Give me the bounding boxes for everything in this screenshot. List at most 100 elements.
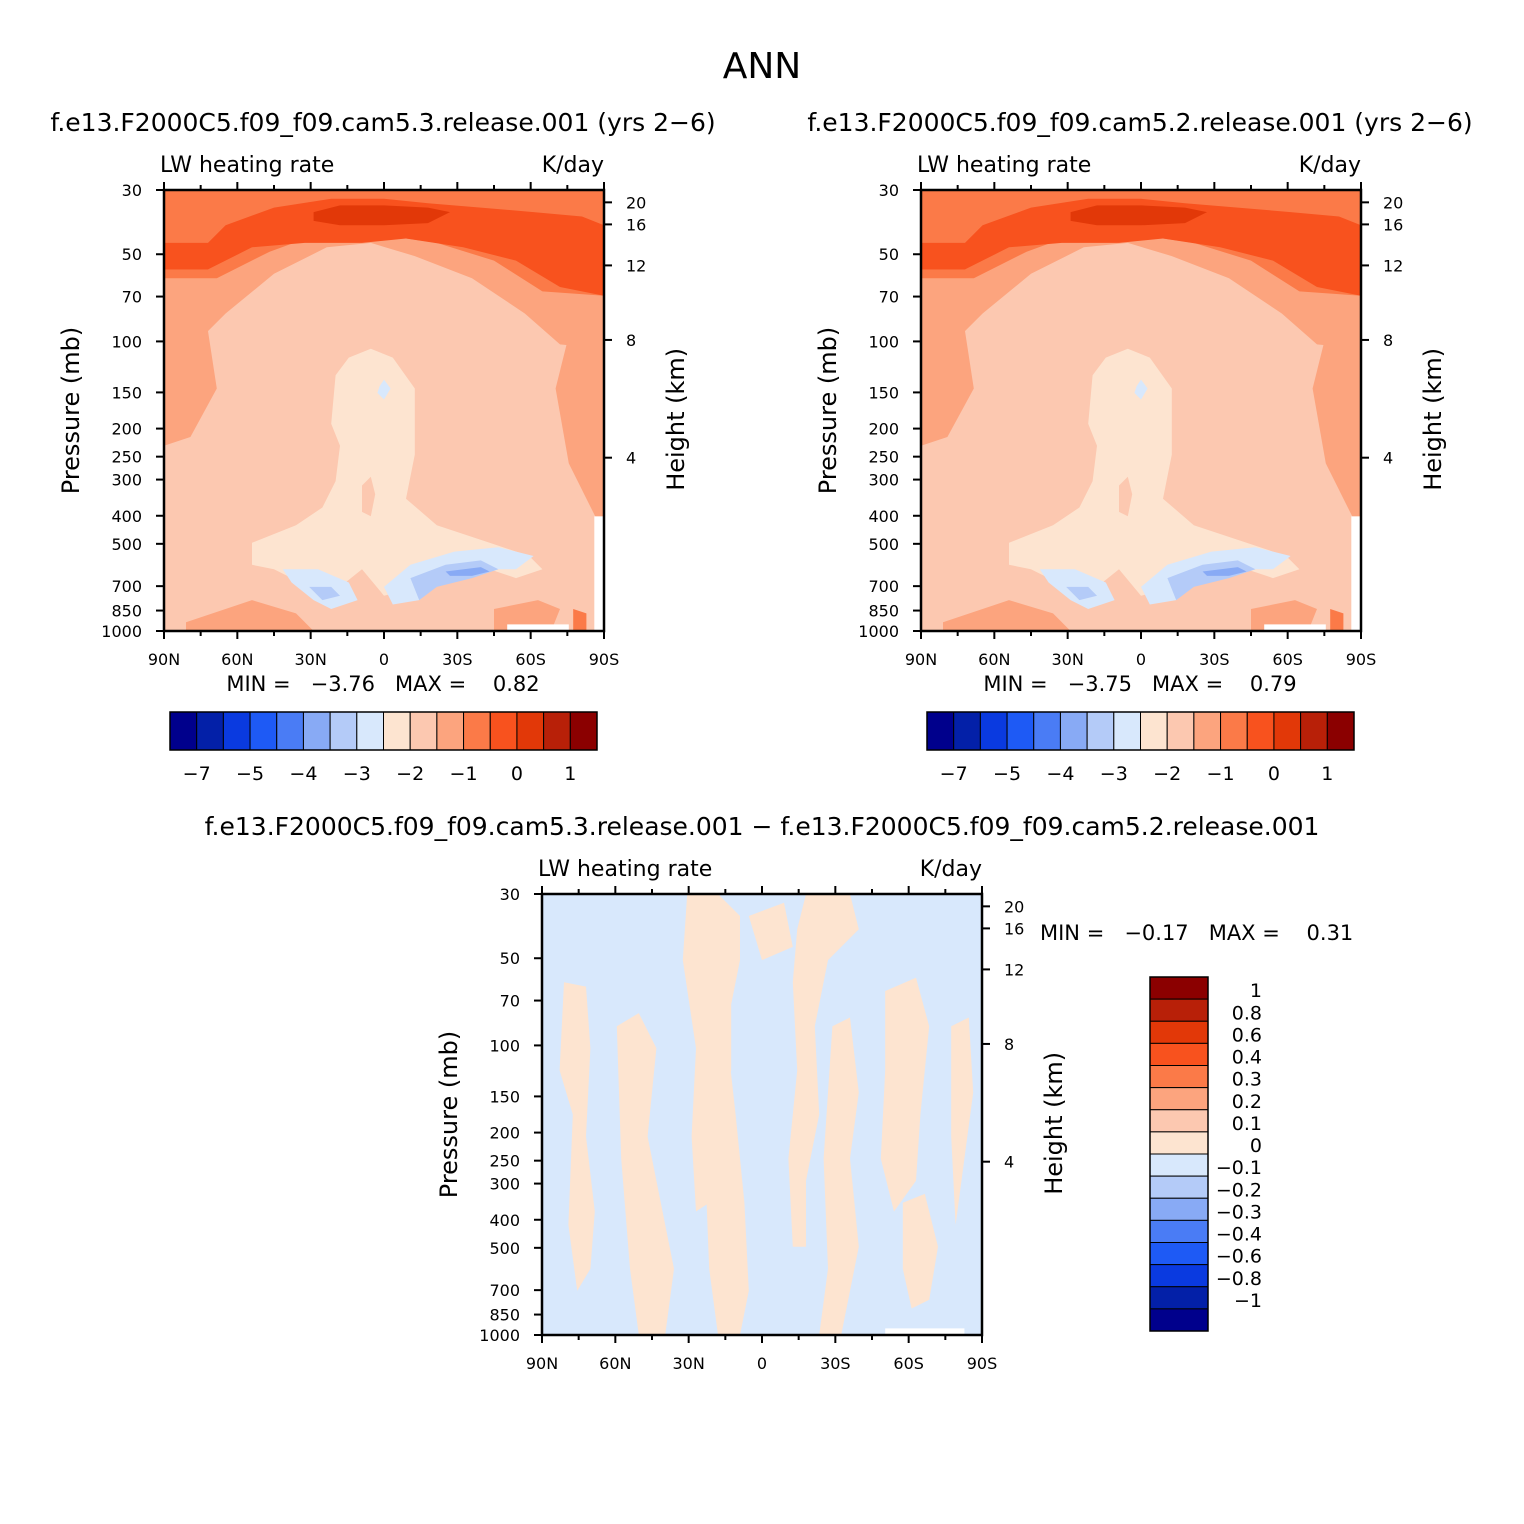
pressure-tick-label: 250 <box>868 448 899 467</box>
colorbar-swatch <box>1149 1131 1209 1155</box>
colorbar-swatch <box>1033 711 1061 751</box>
colorbar-swatch <box>1149 1219 1209 1243</box>
colorbar-swatch <box>356 711 384 751</box>
colorbar-swatch <box>953 711 981 751</box>
contour-band <box>880 977 930 1212</box>
colorbar-label: 0 <box>1250 1135 1262 1157</box>
colorbar-swatch <box>249 711 278 751</box>
pressure-tick-label: 70 <box>879 288 899 307</box>
colorbar-swatch <box>1149 1286 1209 1310</box>
pressure-tick-label: 300 <box>111 471 142 490</box>
panel-title-difference: f.e13.F2000C5.f09_f09.cam5.3.release.001… <box>205 812 1320 841</box>
x-tick-label: 60N <box>978 650 1010 669</box>
minmax-control: MIN = −3.75 MAX = 0.79 <box>983 672 1296 696</box>
pressure-tick-label: 30 <box>879 181 899 200</box>
height-tick-label: 12 <box>626 256 646 275</box>
colorbar-swatch <box>1149 1087 1209 1111</box>
colorbar-swatch <box>276 711 304 751</box>
colorbar-frame <box>169 711 598 751</box>
contour-band <box>555 322 604 526</box>
missing-data <box>1264 624 1326 631</box>
pressure-tick-label: 150 <box>489 1087 520 1106</box>
pressure-tick-label: 400 <box>868 507 899 526</box>
pressure-tick-label: 850 <box>868 602 899 621</box>
colorbar-label: −2 <box>396 763 424 785</box>
colorbar-swatch <box>436 711 465 751</box>
pressure-tick-label: 250 <box>489 1152 520 1171</box>
contour-band <box>559 982 595 1291</box>
pressure-tick-label: 400 <box>489 1211 520 1230</box>
colorbar-label: −0.6 <box>1216 1246 1262 1268</box>
x-tick-label: 30S <box>442 650 473 669</box>
colorbar-label: −2 <box>1153 763 1181 785</box>
colorbar-swatch <box>302 711 331 751</box>
colorbar-swatch <box>1149 1242 1209 1266</box>
panel-test: 305070100150200250300400500700850100090N… <box>57 153 690 669</box>
pressure-tick-label: 1000 <box>858 622 899 641</box>
pressure-tick-label: 300 <box>489 1175 520 1194</box>
variable-label: LW heating rate <box>538 857 712 882</box>
minmax-difference: MIN = −0.17 MAX = 0.31 <box>1040 921 1353 945</box>
colorbar-swatch <box>1006 711 1035 751</box>
colorbar-swatch <box>196 711 224 751</box>
pressure-tick-label: 300 <box>868 471 899 490</box>
colorbar-label: 0.4 <box>1232 1047 1262 1069</box>
contour-band <box>186 600 314 631</box>
colorbar-swatch <box>926 711 955 751</box>
pressure-tick-label: 850 <box>489 1306 520 1325</box>
x-tick-label: 0 <box>379 650 389 669</box>
pressure-tick-label: 200 <box>489 1124 520 1143</box>
units-label: K/day <box>920 857 982 882</box>
contour-band <box>309 586 340 601</box>
pressure-tick-label: 200 <box>868 420 899 439</box>
panel-control: 305070100150200250300400500700850100090N… <box>814 153 1447 669</box>
pressure-tick-label: 400 <box>111 507 142 526</box>
contour-band <box>788 894 859 1247</box>
height-tick-label: 4 <box>1383 449 1393 468</box>
height-tick-label: 20 <box>1383 193 1403 212</box>
panel-difference: 305070100150200250300400500700850100090N… <box>435 857 1068 1373</box>
colorbar-swatch <box>409 711 438 751</box>
colorbar-label: −0.3 <box>1216 1201 1262 1223</box>
pressure-tick-label: 500 <box>111 535 142 554</box>
colorbar-swatch <box>383 711 411 751</box>
colorbar-swatch <box>1326 711 1355 751</box>
contour-band <box>445 567 490 576</box>
colorbar-swatch <box>1273 711 1302 751</box>
pressure-tick-label: 1000 <box>101 622 142 641</box>
colorbar-label: −1 <box>1234 1290 1262 1312</box>
missing-data <box>594 516 604 631</box>
colorbar-label: −7 <box>940 763 968 785</box>
height-tick-label: 16 <box>1383 215 1403 234</box>
contour-band <box>494 600 560 631</box>
colorbar-label: −0.2 <box>1216 1179 1262 1201</box>
colorbar-label: 1 <box>1250 980 1262 1002</box>
y-axis-right-label: Height (km) <box>662 348 690 491</box>
panel-title-control: f.e13.F2000C5.f09_f09.cam5.2.release.001… <box>807 108 1472 137</box>
x-tick-label: 30S <box>1199 650 1230 669</box>
contour-band <box>1119 476 1133 517</box>
x-tick-label: 60N <box>599 1354 631 1373</box>
colorbar-swatch <box>1166 711 1195 751</box>
y-axis-label: Pressure (mb) <box>435 1031 463 1198</box>
height-tick-label: 16 <box>1004 919 1024 938</box>
pressure-tick-label: 100 <box>489 1036 520 1055</box>
colorbar-swatch <box>1149 1020 1209 1044</box>
colorbar-label: 0.8 <box>1232 1002 1262 1024</box>
colorbar-label: −5 <box>236 763 264 785</box>
y-axis-right-label: Height (km) <box>1040 1052 1068 1195</box>
colorbar-label: 0 <box>1268 763 1280 785</box>
contour-band <box>921 198 1361 296</box>
contour-field <box>542 894 982 1335</box>
colorbar-label: −0.4 <box>1216 1224 1262 1246</box>
x-tick-label: 60N <box>221 650 253 669</box>
x-tick-label: 30N <box>1052 650 1084 669</box>
colorbar-swatch <box>1149 1308 1209 1332</box>
colorbar-label: −5 <box>993 763 1021 785</box>
pressure-tick-label: 700 <box>489 1281 520 1300</box>
colorbar-test: −7 −5 −4 −3 −2 −1 0 1 <box>169 711 598 785</box>
missing-data <box>507 624 569 631</box>
height-tick-label: 8 <box>626 331 636 350</box>
colorbar-label: 0.2 <box>1232 1091 1262 1113</box>
variable-label: LW heating rate <box>160 153 334 178</box>
